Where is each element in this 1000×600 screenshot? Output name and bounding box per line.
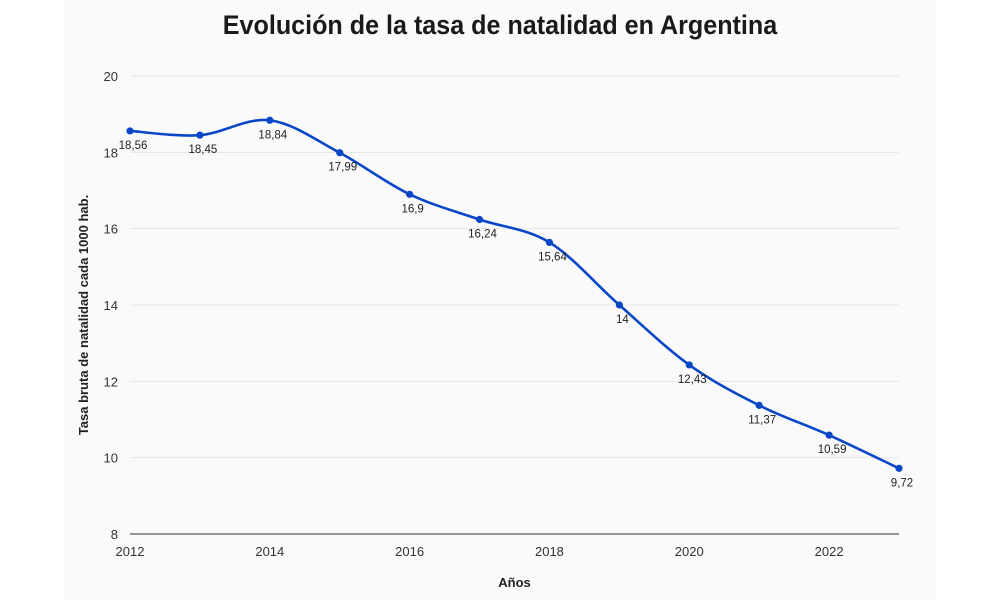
y-tick-label: 20 [104, 69, 118, 84]
series-line [128, 118, 901, 470]
data-point [545, 238, 554, 247]
data-point [475, 215, 484, 224]
x-tick-label: 2016 [395, 544, 424, 559]
data-label: 16,9 [401, 203, 423, 215]
chart-title: Evolución de la tasa de natalidad en Arg… [222, 10, 778, 40]
data-label: 18,45 [189, 144, 218, 156]
y-tick-label: 10 [104, 451, 118, 466]
x-tick-label: 2018 [535, 544, 564, 559]
x-tick-labels: 2012 2014 2016 2018 2020 2022 [116, 544, 844, 559]
grid-lines [130, 75, 899, 459]
data-point [615, 301, 623, 309]
data-points [126, 116, 903, 472]
x-axis-title: Años [498, 575, 531, 590]
data-label: 12,43 [678, 374, 707, 386]
x-tick-label: 2020 [675, 544, 704, 559]
y-tick-label: 16 [104, 222, 118, 237]
x-tick-label: 2012 [116, 544, 145, 559]
data-point [336, 149, 344, 157]
data-point [685, 361, 693, 369]
chart-frame [64, 0, 936, 600]
data-label: 16,24 [468, 229, 497, 241]
data-label: 9,72 [891, 477, 913, 489]
y-tick-labels: 8 10 12 14 16 18 20 [104, 69, 118, 542]
data-label: 10,59 [818, 444, 847, 456]
data-point [895, 464, 903, 472]
x-tick-label: 2022 [815, 544, 844, 559]
y-tick-label: 14 [104, 298, 118, 313]
data-point [406, 190, 414, 198]
data-point [266, 116, 274, 124]
data-label: 14 [616, 314, 629, 326]
data-label: 15,64 [538, 251, 567, 263]
data-point [755, 401, 763, 409]
y-tick-label: 12 [104, 374, 118, 389]
data-point [825, 431, 833, 439]
data-label: 18,56 [119, 140, 148, 152]
y-tick-label: 18 [104, 145, 118, 160]
data-point [126, 127, 134, 135]
y-tick-label: 8 [111, 527, 118, 542]
data-point [196, 131, 204, 139]
data-labels: 18,56 18,45 18,84 17,99 16,9 16,24 15,64 14 12,4… [119, 129, 914, 489]
data-label: 18,84 [258, 129, 287, 141]
x-tick-label: 2014 [255, 544, 284, 559]
data-label: 17,99 [328, 162, 357, 174]
y-axis-title: Tasa bruta de natalidad cada 1000 hab. [76, 195, 91, 435]
data-label: 11,37 [748, 414, 776, 426]
